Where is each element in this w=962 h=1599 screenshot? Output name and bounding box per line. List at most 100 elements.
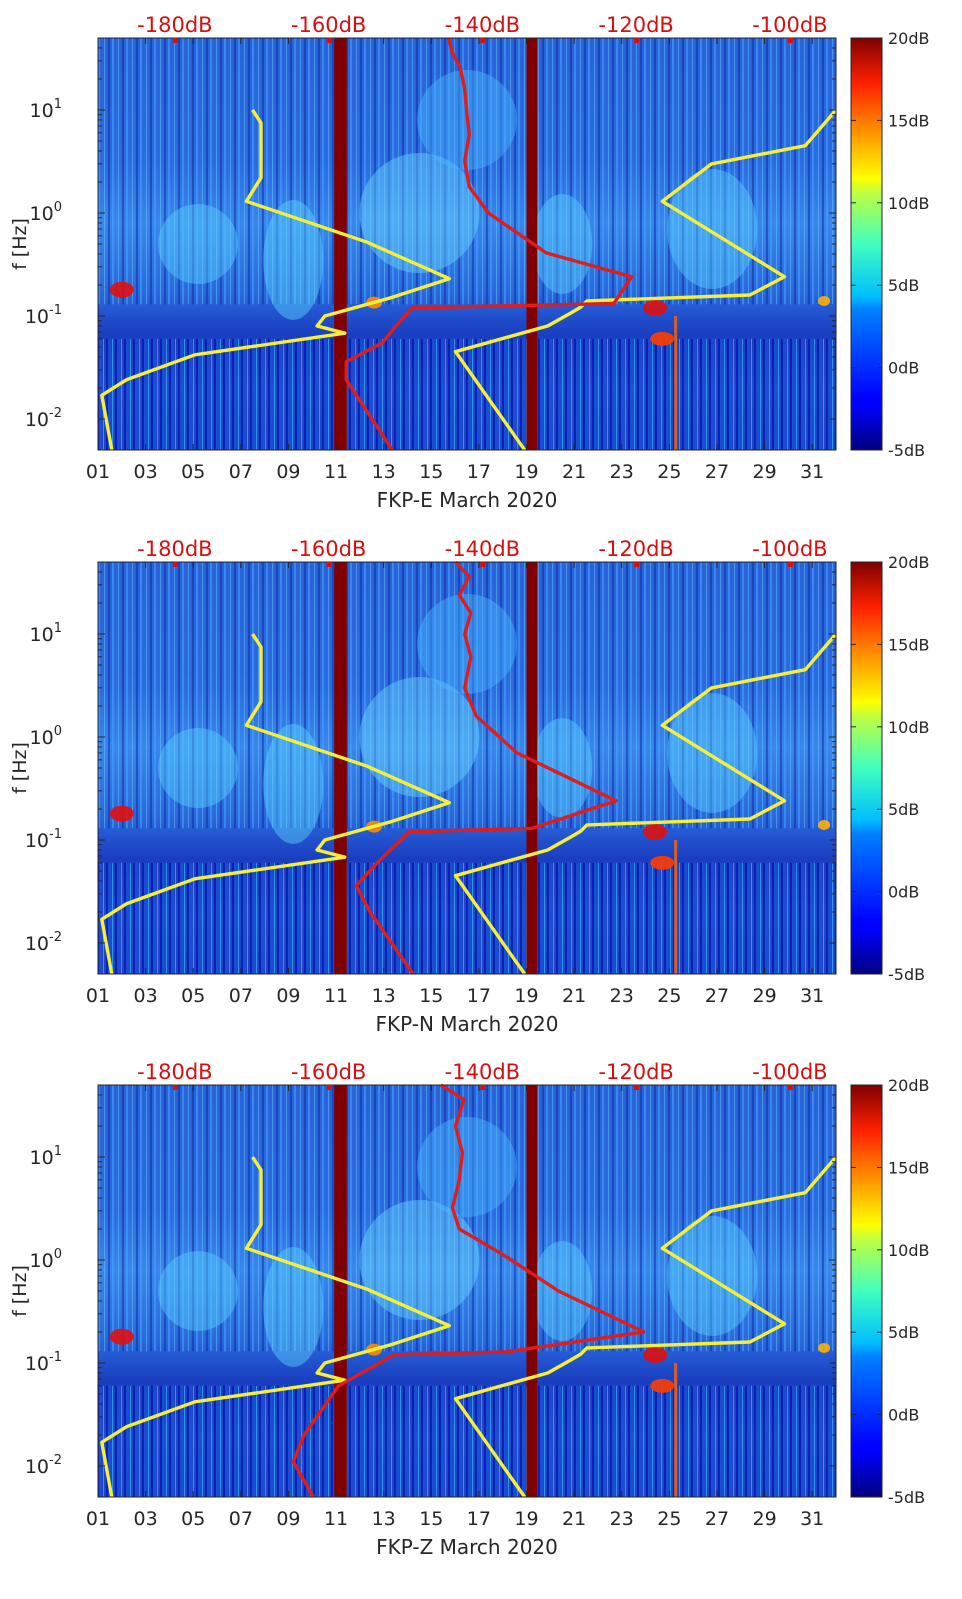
spectrogram-texture-low [98, 1385, 836, 1497]
x-tick-label: 27 [705, 985, 729, 1007]
spectrogram-hotspot-4 [650, 1378, 675, 1393]
y-tick-label: 10-1 [25, 827, 62, 852]
x-tick-label: 05 [181, 985, 205, 1007]
x-tick-label: 09 [276, 1508, 300, 1530]
data-gap-column-1 [334, 1085, 347, 1497]
y-tick-label: 100 [30, 724, 62, 749]
spectrogram-hotspot-1 [109, 805, 134, 822]
x-tick-label: 15 [419, 461, 443, 483]
spectrogram-hotspot-4 [650, 331, 675, 346]
top-axis-tick [326, 562, 332, 567]
colorbar-tick-label: 15dB [888, 635, 930, 654]
x-tick-label: 31 [800, 985, 824, 1007]
colorbar [850, 1084, 883, 1498]
colorbar-tick-label: 20dB [888, 29, 930, 48]
top-axis-tick [172, 38, 178, 43]
colorbar [850, 37, 883, 451]
top-axis-label: -140dB [445, 1060, 520, 1084]
y-tick-label: 10-2 [25, 930, 62, 955]
spectrogram-hotspot-3 [643, 299, 668, 316]
x-tick-label: 03 [134, 1508, 158, 1530]
x-tick-label: 11 [324, 985, 348, 1007]
x-tick-label: 23 [610, 985, 634, 1007]
colorbar-tick-label: 5dB [888, 800, 919, 819]
x-axis-label: FKP-Z March 2020 [376, 1535, 558, 1559]
spectrogram-hotspot-3 [643, 823, 668, 840]
top-axis-label: -160dB [291, 13, 366, 37]
x-tick-label: 21 [562, 1508, 586, 1530]
top-axis-tick [172, 1085, 178, 1090]
colorbar-tick-label: 10dB [888, 718, 930, 737]
spectrogram-panel-2: 01 03 05 07 09 11 13 15 17 19 21 23 25 27 29 31 10-2 10-1… [9, 537, 930, 1036]
top-axis-label: -120dB [598, 13, 673, 37]
y-axis-label: f [Hz] [9, 218, 31, 270]
spectrogram-texture-low [98, 338, 836, 450]
data-gap-column-2 [526, 1085, 538, 1497]
top-axis-tick [326, 1085, 332, 1090]
colorbar-tick-label: 15dB [888, 1158, 930, 1177]
curve-1 [100, 109, 451, 451]
spectrogram-energy-4 [532, 194, 593, 294]
colorbar [850, 561, 883, 975]
x-tick-label: 07 [229, 1508, 253, 1530]
top-axis-label: -120dB [598, 1060, 673, 1084]
spectrogram-panel-1: 01 03 05 07 09 11 13 15 17 19 21 23 25 27 29 31 10-2 10-1… [9, 13, 930, 512]
spectrogram-energy-1 [157, 1251, 238, 1331]
spectrogram-energy-5 [667, 1215, 758, 1336]
x-tick-label: 01 [86, 985, 110, 1007]
x-tick-label: 21 [562, 985, 586, 1007]
spectrogram-energy-6 [417, 1116, 517, 1217]
spectrogram-energy-4 [532, 718, 593, 818]
top-axis-label: -140dB [445, 537, 520, 561]
x-tick-label: 25 [657, 461, 681, 483]
x-axis-label: FKP-E March 2020 [377, 488, 558, 512]
x-tick-label: 09 [276, 461, 300, 483]
colorbar-tick-label: 0dB [888, 883, 919, 902]
colorbar-tick-label: 0dB [888, 1406, 919, 1425]
top-axis-tick [787, 562, 793, 567]
top-axis-tick [634, 562, 640, 567]
x-tick-label: 17 [467, 985, 491, 1007]
colorbar-tick-label: 5dB [888, 1323, 919, 1342]
x-tick-label: 19 [514, 1508, 538, 1530]
top-axis-label: -100dB [752, 1060, 827, 1084]
curve-2 [453, 108, 838, 451]
top-axis-tick [480, 38, 486, 43]
y-tick-label: 10-2 [25, 1453, 62, 1478]
x-tick-label: 31 [800, 1508, 824, 1530]
curve-2 [453, 632, 838, 975]
x-tick-label: 25 [657, 985, 681, 1007]
top-axis-label: -100dB [752, 537, 827, 561]
top-axis-tick [787, 1085, 793, 1090]
curve-1 [100, 633, 451, 975]
spectrogram-energy-1 [157, 728, 238, 808]
top-axis-label: -100dB [752, 13, 827, 37]
data-gap-column-2 [526, 562, 538, 974]
top-axis-tick [326, 38, 332, 43]
top-axis-label: -180dB [137, 1060, 212, 1084]
x-axis-label: FKP-N March 2020 [376, 1012, 559, 1036]
colorbar-tick-label: -5dB [888, 441, 925, 460]
spike-column [674, 1362, 678, 1497]
colorbar-tick-label: 10dB [888, 194, 930, 213]
spectrogram-energy-1 [157, 204, 238, 284]
colorbar-tick-label: 20dB [888, 553, 930, 572]
x-tick-label: 15 [419, 985, 443, 1007]
top-axis-label: -160dB [291, 1060, 366, 1084]
spectrogram-energy-2 [263, 723, 324, 844]
data-gap-column-1 [334, 38, 347, 450]
colorbar-tick-label: 5dB [888, 276, 919, 295]
top-axis-label: -180dB [137, 537, 212, 561]
top-axis-label: -180dB [137, 13, 212, 37]
y-tick-label: 10-1 [25, 1350, 62, 1375]
curve-1 [100, 1156, 451, 1498]
top-axis-tick [480, 562, 486, 567]
top-axis-tick [634, 1085, 640, 1090]
y-axis-label: f [Hz] [9, 1265, 31, 1317]
x-tick-label: 21 [562, 461, 586, 483]
x-tick-label: 13 [372, 461, 396, 483]
top-axis-tick [787, 38, 793, 43]
y-tick-label: 101 [30, 97, 62, 122]
x-tick-label: 29 [752, 1508, 776, 1530]
